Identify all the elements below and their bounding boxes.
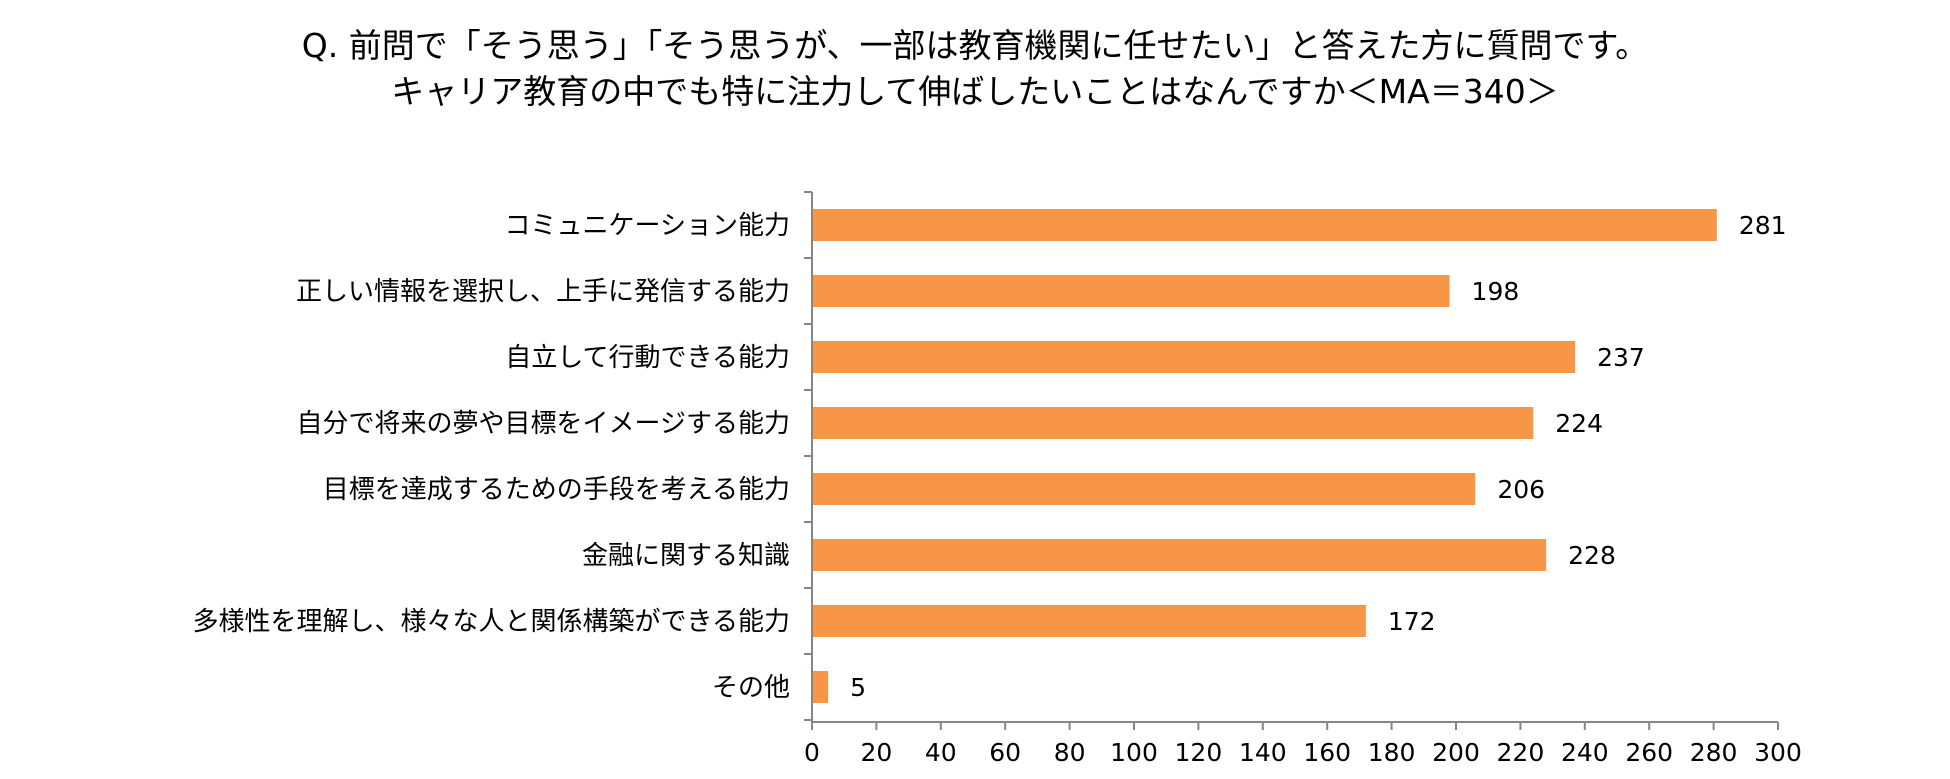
- x-tick-label: 60: [989, 738, 1021, 767]
- category-label: 自分で将来の夢や目標をイメージする能力: [297, 409, 790, 439]
- x-tick-label: 220: [1497, 738, 1545, 767]
- bar: [813, 473, 1476, 505]
- category-label: コミュニケーション能力: [505, 211, 790, 241]
- bar: [813, 341, 1576, 373]
- x-tick-label: 160: [1303, 738, 1351, 767]
- data-label: 281: [1739, 211, 1787, 240]
- bar: [813, 209, 1717, 241]
- bar: [813, 539, 1547, 571]
- x-tick-label: 240: [1561, 738, 1609, 767]
- x-tick-label: 120: [1175, 738, 1223, 767]
- data-label: 172: [1388, 607, 1436, 636]
- data-label: 198: [1472, 277, 1520, 306]
- x-tick-label: 0: [804, 738, 820, 767]
- x-tick-label: 80: [1054, 738, 1086, 767]
- chart-title-line-2: キャリア教育の中でも特に注力して伸ばしたいことはなんですか＜MA＝340＞: [391, 72, 1559, 111]
- category-label: 目標を達成するための手段を考える能力: [323, 475, 790, 505]
- x-tick-label: 40: [925, 738, 957, 767]
- category-label: 金融に関する知識: [582, 541, 790, 571]
- bar: [813, 275, 1450, 307]
- data-label: 237: [1597, 343, 1645, 372]
- data-label: 228: [1568, 541, 1616, 570]
- category-label: その他: [712, 673, 790, 703]
- category-label: 多様性を理解し、様々な人と関係構築ができる能力: [193, 607, 790, 637]
- chart-title-line-1: Q. 前問で「そう思う」「そう思うが、一部は教育機関に任せたい」と答えた方に質問…: [301, 26, 1649, 65]
- data-label: 224: [1555, 409, 1603, 438]
- data-label: 5: [850, 673, 866, 702]
- data-label: 206: [1497, 475, 1545, 504]
- x-tick-label: 200: [1432, 738, 1480, 767]
- x-tick-label: 260: [1625, 738, 1673, 767]
- category-label: 自立して行動できる能力: [505, 343, 790, 373]
- x-tick-label: 300: [1754, 738, 1802, 767]
- category-label: 正しい情報を選択し、上手に発信する能力: [296, 277, 790, 307]
- x-tick-label: 20: [860, 738, 892, 767]
- x-tick-label: 100: [1110, 738, 1158, 767]
- bar: [813, 605, 1366, 637]
- bar: [813, 671, 829, 703]
- x-tick-label: 140: [1239, 738, 1287, 767]
- x-tick-label: 180: [1368, 738, 1416, 767]
- bar: [813, 407, 1534, 439]
- x-tick-label: 280: [1690, 738, 1738, 767]
